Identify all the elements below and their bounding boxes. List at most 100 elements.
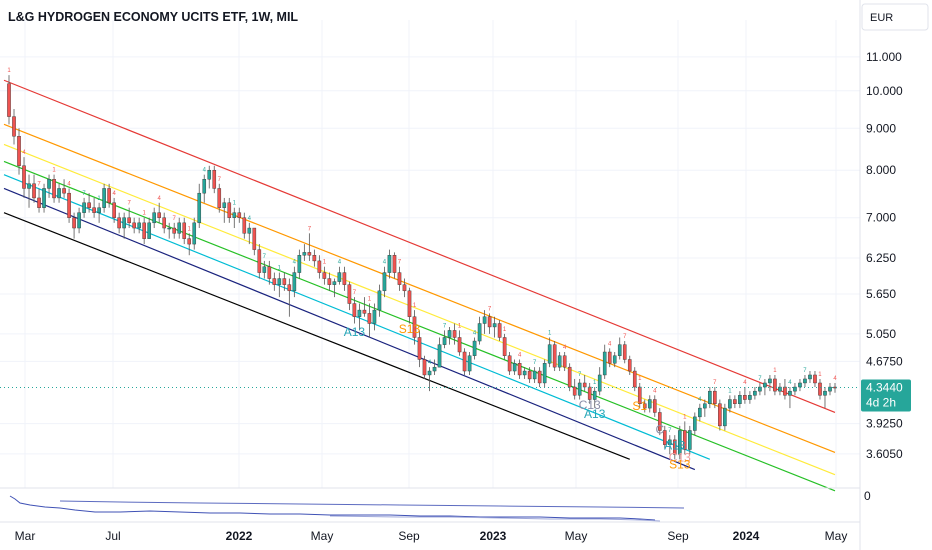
candle bbox=[152, 207, 156, 229]
candle bbox=[377, 284, 382, 317]
candle bbox=[607, 348, 612, 368]
candle bbox=[783, 378, 787, 400]
candle bbox=[452, 323, 457, 345]
candle bbox=[162, 212, 166, 234]
candle bbox=[262, 260, 267, 279]
y-tick-label: 7.000 bbox=[866, 211, 896, 225]
candle bbox=[52, 174, 56, 203]
candle bbox=[808, 371, 812, 383]
candle bbox=[602, 344, 607, 379]
count-mark: 1 bbox=[503, 327, 507, 333]
candle bbox=[67, 188, 71, 223]
candle bbox=[547, 337, 552, 368]
channel-line-6 bbox=[3, 212, 630, 460]
count-mark: 7 bbox=[578, 372, 582, 378]
candle bbox=[688, 425, 692, 455]
candle bbox=[472, 337, 477, 360]
candle bbox=[192, 217, 197, 250]
x-tick-label: Jul bbox=[105, 529, 120, 543]
count-mark: 4 bbox=[608, 341, 612, 347]
y-tick-label: 3.6050 bbox=[866, 447, 903, 461]
candle bbox=[107, 183, 111, 208]
candle bbox=[788, 387, 792, 409]
candle bbox=[47, 174, 51, 198]
candle bbox=[818, 378, 822, 400]
count-mark: 1 bbox=[593, 380, 597, 386]
count-mark: 1 bbox=[323, 260, 327, 266]
candle bbox=[758, 382, 762, 396]
candle bbox=[743, 387, 747, 404]
y-tick-label: 4.6750 bbox=[866, 354, 903, 368]
signal-annotation: S1 bbox=[632, 399, 647, 413]
channel-line-0 bbox=[3, 79, 836, 414]
price-grid bbox=[0, 20, 860, 488]
count-mark: 4 bbox=[473, 330, 477, 336]
candle bbox=[427, 367, 432, 392]
candle bbox=[187, 233, 192, 256]
candle bbox=[562, 351, 567, 372]
candle bbox=[157, 202, 161, 223]
x-tick-label: May bbox=[565, 529, 588, 543]
channel-line-4 bbox=[3, 174, 711, 460]
candle bbox=[312, 249, 317, 267]
price-axis[interactable]: 11.000 10.000 9.000 8.000 7.000 6.250 5.650 5.0… bbox=[866, 50, 903, 461]
last-price-badge: 4.3440 4d 2h bbox=[861, 379, 911, 412]
candle bbox=[87, 193, 91, 213]
count-mark: 4 bbox=[833, 376, 837, 382]
candle bbox=[372, 303, 377, 331]
candle bbox=[12, 109, 16, 145]
count-mark: 4 bbox=[428, 360, 432, 366]
candle bbox=[587, 382, 592, 404]
candle bbox=[402, 278, 407, 298]
candle bbox=[668, 435, 672, 455]
candle bbox=[332, 278, 337, 298]
candle bbox=[477, 316, 482, 345]
candle bbox=[437, 337, 442, 368]
count-mark: 7 bbox=[758, 376, 762, 382]
candle bbox=[407, 287, 412, 324]
count-mark: 7 bbox=[218, 177, 222, 183]
count-marks: 1 4 7 1 4 7 1 4 7 1 4 7 1 4 7 1 4 7 1 4 7 1 4 7 1 4 7 1 4 7 1 4 7 1 4 7 1 4 7 1… bbox=[7, 68, 837, 434]
y-tick-label: 9.000 bbox=[866, 121, 896, 135]
candle bbox=[637, 382, 642, 409]
currency-selector[interactable]: EUR bbox=[861, 3, 929, 31]
y-tick-label: 5.050 bbox=[866, 327, 896, 341]
count-mark: 7 bbox=[308, 226, 312, 232]
indicator-zero-label: 0 bbox=[864, 489, 871, 503]
candle bbox=[617, 337, 622, 360]
time-axis[interactable]: Mar Jul 2022 May Sep 2023 May Sep 2024 May bbox=[15, 529, 848, 543]
candle bbox=[97, 202, 101, 223]
y-tick-label: 6.250 bbox=[866, 251, 896, 265]
count-mark: 1 bbox=[52, 168, 56, 174]
candle bbox=[397, 266, 402, 291]
count-mark: 4 bbox=[743, 380, 747, 386]
count-mark: 7 bbox=[173, 216, 177, 222]
candle bbox=[17, 128, 21, 175]
signal-annotation: C13 bbox=[669, 450, 691, 464]
y-tick-label: 5.650 bbox=[866, 287, 896, 301]
candle bbox=[517, 359, 522, 379]
candle bbox=[277, 272, 282, 298]
candle bbox=[532, 367, 537, 383]
candle bbox=[582, 374, 587, 392]
candle bbox=[627, 355, 632, 375]
candle bbox=[497, 320, 502, 342]
candle bbox=[237, 207, 242, 223]
y-tick-label: 10.000 bbox=[866, 84, 903, 98]
candle bbox=[242, 212, 247, 239]
candle bbox=[177, 217, 182, 239]
candle bbox=[92, 197, 96, 218]
count-mark: 1 bbox=[97, 196, 101, 202]
candle bbox=[22, 157, 26, 198]
candle bbox=[457, 330, 462, 356]
candle bbox=[7, 75, 11, 125]
candle bbox=[317, 255, 322, 279]
indicator-line-1 bbox=[9, 495, 656, 521]
candle bbox=[227, 197, 232, 223]
candle bbox=[272, 272, 277, 291]
count-mark: 1 bbox=[368, 297, 372, 303]
candle bbox=[102, 183, 106, 213]
candle bbox=[142, 217, 146, 245]
count-mark: 4 bbox=[248, 216, 252, 222]
candle bbox=[828, 382, 832, 396]
